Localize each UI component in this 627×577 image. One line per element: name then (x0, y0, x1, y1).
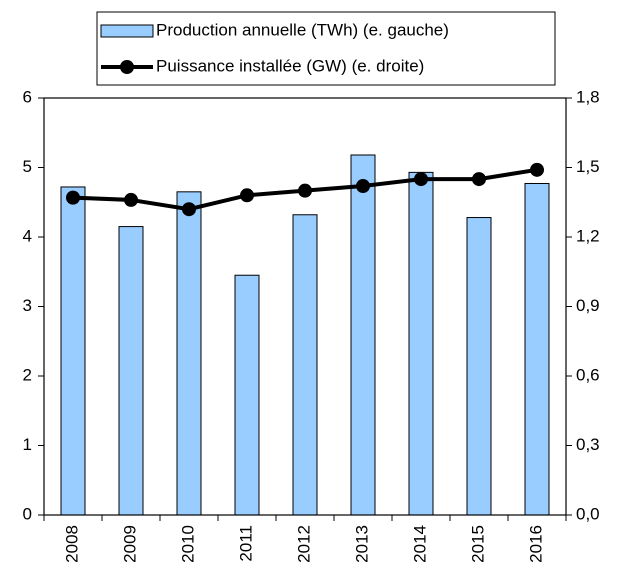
x-tick-label: 2016 (526, 525, 545, 563)
legend-label: Production annuelle (TWh) (e. gauche) (156, 20, 449, 39)
y2-tick-label: 0,6 (576, 365, 600, 384)
legend-swatch (100, 24, 154, 38)
line-marker (298, 183, 312, 198)
y-tick-label: 6 (23, 87, 32, 106)
y-tick-label: 3 (23, 296, 32, 315)
x-tick-label: 2013 (352, 525, 371, 563)
x-tick-label: 2008 (62, 525, 81, 563)
x-tick-label: 2015 (468, 525, 487, 563)
y2-tick-label: 0,3 (576, 435, 600, 454)
x-tick-label: 2009 (120, 525, 139, 563)
x-tick-label: 2010 (178, 525, 197, 563)
y-tick-label: 0 (23, 504, 32, 523)
y-tick-label: 4 (23, 226, 32, 245)
line-marker (240, 188, 254, 203)
x-tick-label: 2011 (236, 525, 255, 562)
bar (524, 182, 550, 516)
bar (234, 274, 260, 516)
line-marker (356, 179, 370, 194)
y2-tick-label: 1,5 (576, 157, 600, 176)
bar (292, 214, 318, 516)
legend-box (96, 11, 556, 86)
y-tick-label: 2 (23, 365, 32, 384)
line-marker (182, 202, 196, 217)
bar (350, 154, 376, 516)
line-marker (414, 172, 428, 187)
x-tick-label: 2012 (294, 525, 313, 563)
legend-swatch (120, 60, 134, 74)
y-tick-label: 5 (23, 157, 32, 176)
bar (466, 217, 492, 516)
line-marker (124, 192, 138, 207)
line-marker (530, 162, 544, 177)
y2-tick-label: 1,2 (576, 226, 600, 245)
bar (118, 226, 144, 516)
legend-label: Puissance installée (GW) (e. droite) (156, 56, 424, 75)
bar (408, 171, 434, 516)
y2-tick-label: 1,8 (576, 87, 600, 106)
y2-tick-label: 0,9 (576, 296, 600, 315)
y2-tick-label: 0,0 (576, 504, 600, 523)
line-marker (66, 190, 80, 205)
y-tick-label: 1 (23, 435, 32, 454)
bar (60, 186, 86, 516)
bar (176, 191, 202, 516)
x-tick-label: 2014 (410, 525, 429, 563)
line-marker (472, 172, 486, 187)
